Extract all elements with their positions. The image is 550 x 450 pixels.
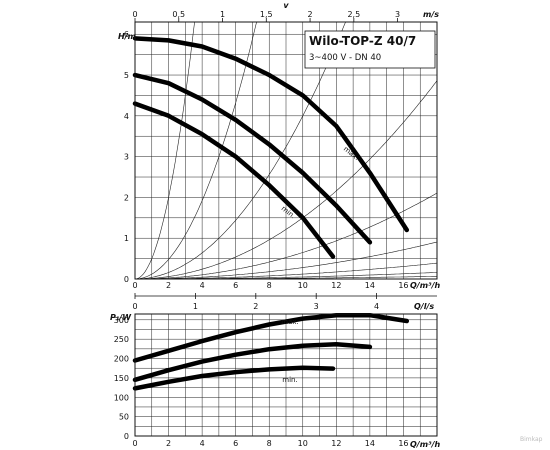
x-tick-label: 10 [298,281,308,290]
system-curve [135,241,438,280]
flow-ls-axis-label: Q/l/s [414,302,434,311]
x-axis-label: Q/m³/h [410,440,440,449]
bottom-chart-grid [135,314,437,436]
top-tick-label: 2 [308,10,313,19]
y-tick-label: 50 [119,413,129,422]
top-chart-labels: max.min. [280,145,361,220]
top-tick-label: 3 [395,10,400,19]
top-tick-label: 0 [132,10,137,19]
head-curves [132,36,410,259]
top-tick-label: 1,5 [260,10,273,19]
x-tick-label: 2 [166,439,171,448]
chart-title: Wilo-TOP-Z 40/7 [309,34,416,48]
system-curve [135,21,257,280]
power-curve-1 [132,341,373,383]
head-curve-1 [132,72,373,245]
x-tick-label: 8 [267,281,272,290]
system-curve [135,21,346,280]
y-tick-label: 4 [124,112,129,121]
y-tick-label: 150 [114,374,129,383]
x-tick-label: 10 [298,439,308,448]
top-plot-frame [134,21,438,280]
x-tick-label: 16 [398,439,408,448]
velocity-axis-label: m/s [423,10,439,19]
flow-ls-tick-label: 3 [314,302,319,311]
chart-subtitle: 3~400 V - DN 40 [309,53,381,63]
x-tick-label: 6 [233,439,238,448]
mid-axis: 0 1 2 3 4 Q/l/s [132,293,437,311]
top-tick-label: 1 [220,10,225,19]
x-tick-label: 16 [398,281,408,290]
power-axis-label: P₁/W [110,313,132,322]
system-curve [135,192,438,280]
velocity-symbol: v [283,1,289,10]
y-tick-label: 100 [114,393,129,402]
x-tick-label: 12 [331,439,341,448]
y-tick-label: 3 [124,153,129,162]
x-tick-label: 4 [200,439,205,448]
power-max-label: max. [281,318,298,326]
y-tick-label: 6 [124,30,129,39]
power-curve-2 [132,365,336,391]
head-curve-2 [132,101,336,259]
system-curve [135,80,438,280]
x-tick-label: 12 [331,281,341,290]
watermark: Bimkap [520,436,543,443]
system-curve [134,21,195,280]
flow-ls-tick-label: 2 [253,302,258,311]
x-tick-label: 0 [132,281,137,290]
x-tick-label: 4 [200,281,205,290]
x-tick-label: 0 [132,439,137,448]
x-tick-label: 2 [166,281,171,290]
top-tick-label: 0,5 [172,10,185,19]
power-curves [132,312,410,391]
y-tick-label: 0 [124,432,129,441]
power-min-label: min. [282,376,297,384]
y-tick-label: 5 [124,71,129,80]
x-tick-label: 8 [267,439,272,448]
y-tick-label: 0 [124,275,129,284]
flow-ls-tick-label: 1 [193,302,198,311]
power-curve-0 [132,312,410,363]
title-box-frame [304,30,436,69]
system-curves [134,21,438,280]
x-tick-label: 6 [233,281,238,290]
y-axis-label: H/m [118,32,136,41]
title-box: Wilo-TOP-Z 40/7 3~400 V - DN 40 [304,30,436,69]
y-tick-label: 250 [114,335,129,344]
x-tick-label: 14 [365,281,375,290]
x-tick-label: 14 [365,439,375,448]
bottom-chart-labels: max. min. [281,318,298,384]
x-axis-label: Q/m³/h [410,281,440,290]
y-tick-label: 300 [114,316,129,325]
bottom-plot-frame [134,313,438,437]
y-tick-label: 1 [124,234,129,243]
head-curve-0 [132,36,410,233]
top-tick-label: 2,5 [347,10,360,19]
y-tick-label: 200 [114,355,129,364]
y-tick-label: 2 [124,193,129,202]
flow-ls-tick-label: 4 [374,302,379,311]
flow-ls-tick-label: 0 [132,302,137,311]
